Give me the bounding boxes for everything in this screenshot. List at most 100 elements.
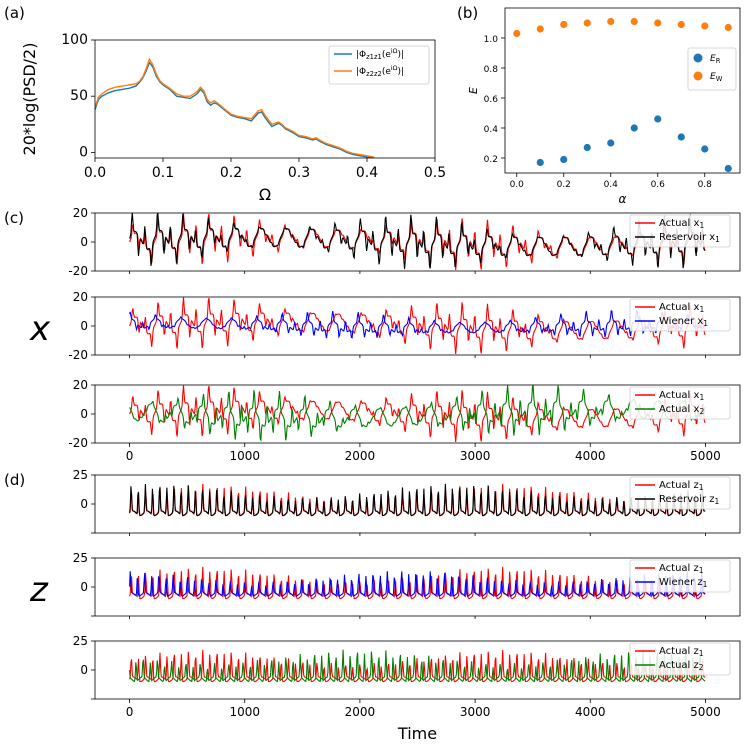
x-tick-label: 0.8 bbox=[698, 180, 713, 190]
y-tick-label: 20 bbox=[73, 290, 88, 304]
legend-text-part: 2 bbox=[699, 407, 704, 416]
y-tick-label: 20 bbox=[73, 206, 88, 220]
x-tick-label: 0.1 bbox=[152, 165, 174, 181]
legend-text-part: iΩ bbox=[391, 65, 398, 72]
legend-text-part: Actual z bbox=[659, 563, 699, 574]
legend-text-part: Reservoir x bbox=[659, 232, 715, 243]
point-ew bbox=[677, 20, 685, 29]
x-tick-label: 0.0 bbox=[84, 165, 106, 181]
legend-text-part: Actual x bbox=[659, 302, 700, 313]
plot-area bbox=[129, 297, 706, 355]
plot-area bbox=[129, 566, 706, 600]
legend-label: Actual z2 bbox=[659, 660, 704, 672]
series-line-0 bbox=[129, 297, 706, 355]
legend-label: EW bbox=[710, 72, 723, 83]
x-tick-label: 0.4 bbox=[604, 180, 619, 190]
y-tick-label: 0.6 bbox=[484, 95, 499, 105]
x-tick-label: 0.2 bbox=[557, 180, 571, 190]
legend: |Φz1z1(eiΩ)||Φz2z2(eiΩ)| bbox=[328, 45, 430, 85]
y-tick-label: 50 bbox=[70, 88, 88, 104]
legend-label: Reservoir x1 bbox=[659, 232, 720, 244]
legend-marker bbox=[693, 71, 703, 81]
point-ew bbox=[513, 29, 521, 38]
legend-label: Actual z1 bbox=[659, 646, 704, 658]
legend-text-part: 1 bbox=[699, 305, 704, 314]
legend-text-part: 1 bbox=[699, 566, 704, 575]
x-axis-label: Ω bbox=[259, 185, 271, 204]
y-tick-label: 0.4 bbox=[484, 125, 499, 135]
y-axis-label: 20*log(PSD/2) bbox=[20, 43, 39, 156]
legend-label: |Φz1z1(eiΩ)| bbox=[356, 48, 404, 61]
series-line-1 bbox=[129, 213, 706, 270]
legend-text-part: z2z2 bbox=[366, 70, 382, 78]
legend-text-part: 1 bbox=[714, 497, 719, 506]
point-ew bbox=[654, 19, 662, 27]
series-line-1 bbox=[129, 385, 706, 442]
legend-text-part: |Φ bbox=[356, 50, 366, 60]
x-tick-label: 0.3 bbox=[288, 165, 310, 181]
y-tick-label: 0 bbox=[80, 663, 88, 677]
legend-text-part: 1 bbox=[699, 649, 704, 658]
legend-text-part: 1 bbox=[715, 235, 720, 244]
legend-text-part: Actual z bbox=[659, 480, 699, 491]
legend-label: Actual x2 bbox=[659, 404, 704, 416]
point-ew bbox=[724, 23, 732, 32]
legend-text-part: Actual x bbox=[659, 218, 700, 229]
legend-text-part: 2 bbox=[699, 663, 704, 672]
x-axis-label: Time bbox=[397, 724, 437, 743]
legend-text-part: (e bbox=[382, 50, 392, 60]
y-tick-label: 25 bbox=[73, 468, 88, 482]
y-tick-label: 0 bbox=[80, 407, 88, 421]
y-axis-label: E bbox=[467, 87, 480, 94]
legend-text-part: 1 bbox=[699, 483, 704, 492]
plot-area bbox=[129, 649, 706, 683]
series-line-1 bbox=[129, 649, 706, 683]
x-tick-label: 0.4 bbox=[356, 165, 378, 181]
legend-label: Reservoir z1 bbox=[659, 494, 719, 506]
x-tick-label: 1000 bbox=[229, 705, 260, 719]
x-tick-label: 5000 bbox=[690, 705, 721, 719]
legend-label: Actual x1 bbox=[659, 218, 704, 230]
series-line-1 bbox=[129, 309, 706, 339]
legend-label: ER bbox=[710, 54, 721, 65]
x-tick-label: 0 bbox=[126, 449, 134, 463]
legend-box bbox=[328, 45, 430, 85]
series-line-1 bbox=[129, 570, 706, 597]
legend: Actual z1 Actual z2 bbox=[629, 642, 731, 676]
legend-text-part: R bbox=[716, 57, 721, 65]
y-tick-label: 0 bbox=[80, 319, 88, 333]
x-tick-label: 2000 bbox=[345, 449, 376, 463]
y-tick-label: 0 bbox=[80, 235, 88, 249]
legend-text-part: )| bbox=[397, 50, 404, 60]
panel-label: (d) bbox=[4, 471, 25, 489]
legend-label: |Φz2z2(eiΩ)| bbox=[356, 65, 404, 78]
y-tick-label: 0 bbox=[79, 144, 88, 160]
row-label: z bbox=[29, 570, 49, 610]
y-tick-label: 20 bbox=[73, 378, 88, 392]
point-ew bbox=[630, 17, 638, 26]
legend-text-part: E bbox=[710, 54, 716, 64]
point-ew bbox=[560, 20, 568, 29]
legend-text-part: Actual x bbox=[659, 404, 700, 415]
y-tick-label: 25 bbox=[73, 551, 88, 565]
y-tick-label: -20 bbox=[68, 436, 88, 450]
y-tick-label: 0.8 bbox=[484, 65, 499, 75]
x-tick-label: 3000 bbox=[460, 449, 491, 463]
legend-text-part: W bbox=[716, 75, 723, 83]
legend-label: Actual z1 bbox=[659, 480, 704, 492]
x-tick-label: 0.0 bbox=[510, 180, 525, 190]
legend-text-part: (e bbox=[382, 67, 392, 77]
y-tick-label: 1.0 bbox=[484, 35, 499, 45]
legend-marker bbox=[693, 53, 703, 63]
row-label: x bbox=[29, 309, 51, 349]
x-tick-label: 0 bbox=[126, 705, 134, 719]
